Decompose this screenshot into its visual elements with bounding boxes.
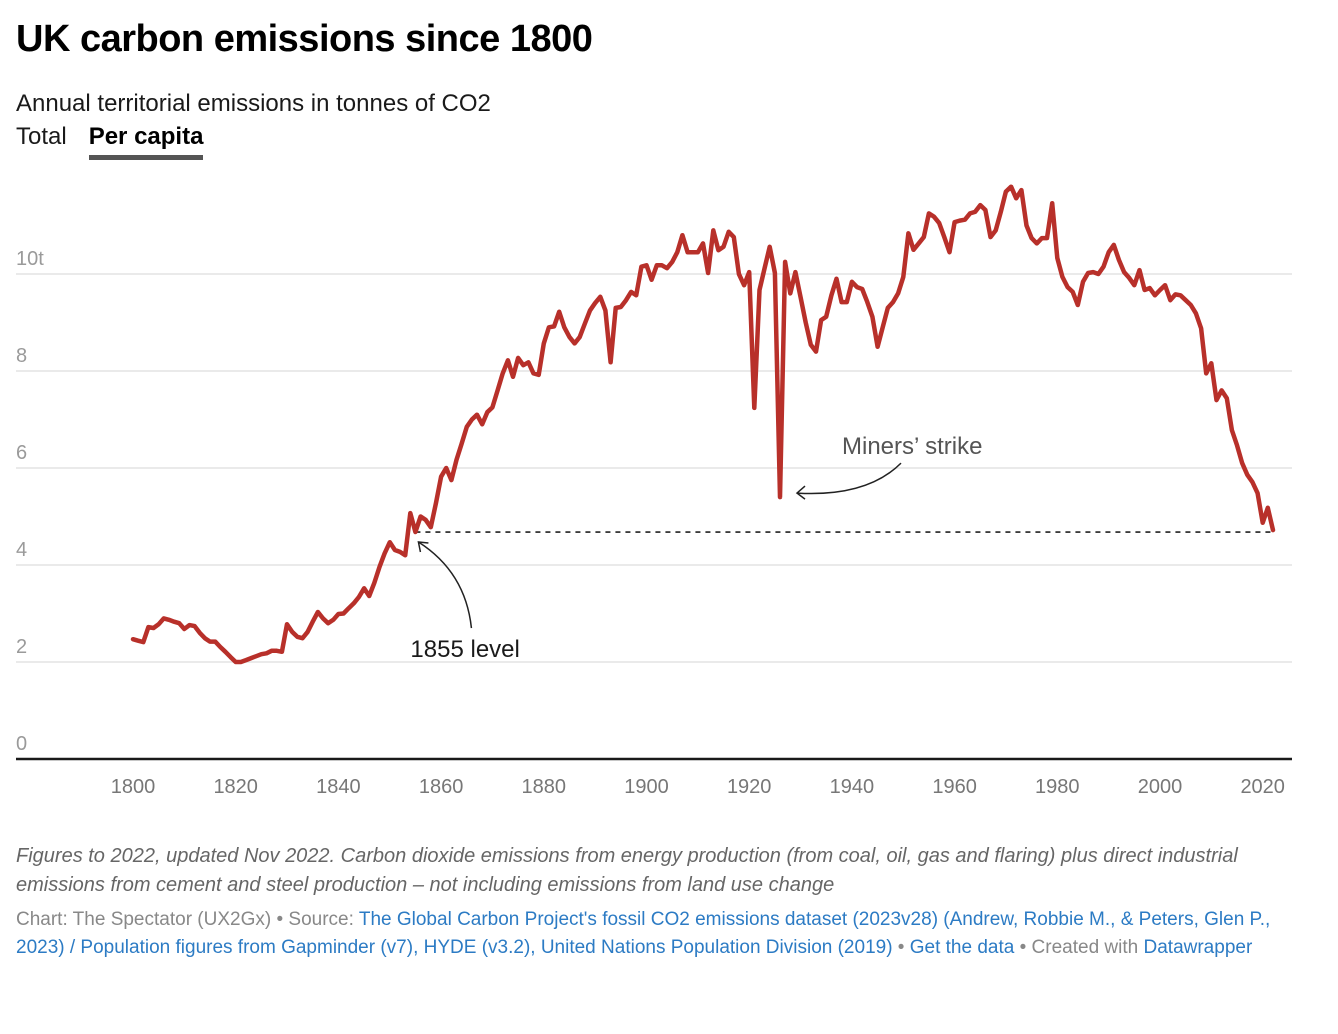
x-tick-label: 1940 bbox=[830, 776, 875, 798]
x-tick-label: 1900 bbox=[624, 776, 669, 798]
x-tick-label: 1820 bbox=[213, 776, 258, 798]
y-tick-label: 10t bbox=[16, 248, 44, 270]
chart-subtitle: Annual territorial emissions in tonnes o… bbox=[16, 90, 491, 117]
gridlines bbox=[16, 273, 1292, 663]
get-data-link[interactable]: Get the data bbox=[909, 937, 1015, 958]
source-link[interactable]: The Global Carbon Project's fossil CO2 e… bbox=[16, 909, 1271, 958]
separator: • bbox=[1014, 937, 1032, 958]
y-axis-ticks: 0 2 4 6 8 10t bbox=[16, 248, 44, 755]
x-tick-label: 1960 bbox=[932, 776, 977, 798]
x-tick-label: 1800 bbox=[111, 776, 156, 798]
x-tick-label: 1920 bbox=[727, 776, 772, 798]
x-tick-label: 2020 bbox=[1240, 776, 1285, 798]
y-tick-label: 0 bbox=[16, 733, 27, 755]
y-tick-label: 2 bbox=[16, 636, 27, 658]
x-tick-label: 1880 bbox=[522, 776, 567, 798]
chart-notes: Figures to 2022, updated Nov 2022. Carbo… bbox=[16, 845, 1238, 896]
created-with-prefix: Created with bbox=[1031, 937, 1144, 958]
separator: • bbox=[271, 909, 289, 930]
source-prefix: Source: bbox=[288, 909, 359, 930]
x-tick-label: 2000 bbox=[1138, 776, 1183, 798]
x-tick-label: 1980 bbox=[1035, 776, 1080, 798]
y-tick-label: 4 bbox=[16, 539, 27, 561]
separator: • bbox=[892, 937, 910, 958]
annotation-arrow-miners-strike bbox=[796, 462, 902, 495]
chart-title: UK carbon emissions since 1800 bbox=[16, 18, 593, 60]
y-tick-label: 6 bbox=[16, 442, 27, 464]
x-tick-label: 1860 bbox=[419, 776, 464, 798]
annotation-miners-strike: Miners’ strike bbox=[842, 433, 982, 460]
chart-byline: Chart: The Spectator (UX2Gx) • Source: T… bbox=[16, 906, 1316, 962]
y-tick-label: 8 bbox=[16, 345, 27, 367]
line-chart: 0 2 4 6 8 10t 1800 1820 1840 1860 1880 1900 1920 194… bbox=[16, 184, 1292, 798]
annotation-1855-level: 1855 level bbox=[410, 636, 519, 663]
metric-tabs: Total Per capita bbox=[16, 123, 204, 160]
annotation-arrow-1855-level bbox=[418, 541, 473, 629]
datawrapper-link[interactable]: Datawrapper bbox=[1143, 937, 1253, 958]
tab-total[interactable]: Total bbox=[16, 123, 67, 150]
arrowhead-icon bbox=[795, 485, 806, 500]
arrowhead-icon bbox=[417, 541, 429, 553]
x-axis-ticks: 1800 1820 1840 1860 1880 1900 1920 1940 1960 1980… bbox=[111, 776, 1285, 798]
chart-credit: Chart: The Spectator (UX2Gx) bbox=[16, 909, 272, 930]
series-line-per-capita bbox=[130, 184, 1276, 665]
tab-per-capita[interactable]: Per capita bbox=[88, 123, 204, 160]
x-tick-label: 1840 bbox=[316, 776, 361, 798]
